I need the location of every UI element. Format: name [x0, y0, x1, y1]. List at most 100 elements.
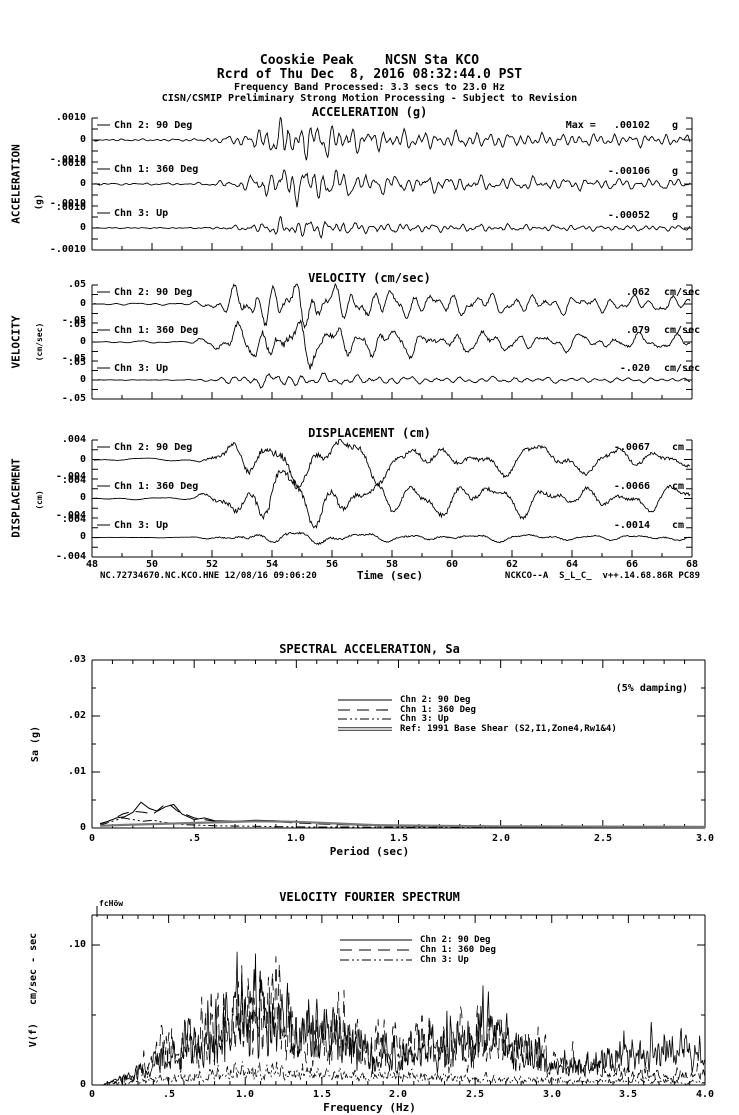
time-tick-48: 48	[85, 559, 99, 570]
disp-p1-tick-top: .004	[61, 434, 86, 445]
time-tick-52: 52	[205, 559, 219, 570]
vel-side-label: VELOCITY	[9, 315, 23, 369]
sa-ytick-0: 0	[79, 822, 86, 833]
vel-p1-tick-bottom: -.05	[61, 315, 86, 326]
disp-p3-tick-top: .004	[61, 514, 86, 525]
disp-p2-tick-zero: 0	[79, 492, 86, 503]
accel-p3-tick-zero: 0	[79, 222, 86, 233]
accel-p3-tick-top: .0010	[55, 202, 86, 213]
vel-ch2-peak: .062	[625, 287, 650, 298]
vel-ch2-unit: cm/sec	[664, 287, 701, 298]
accel-title: ACCELERATION (g)	[311, 105, 428, 119]
sa-xtick-25: 2.5	[593, 833, 613, 844]
vel-ch1-peak: .079	[625, 325, 650, 336]
fourier-legend-ch1: Chn 1: 360 Deg	[420, 945, 496, 955]
fourier-xtick-05: .5	[162, 1089, 176, 1100]
vel-p3-tick-bottom: -.05	[61, 393, 86, 404]
accel-p2-tick-zero: 0	[79, 178, 86, 189]
accel-ch3-label: Chn 3: Up	[114, 208, 169, 219]
sa-damping-note: (5% damping)	[615, 683, 688, 694]
sa-ylabel: Sa (g)	[30, 725, 41, 763]
vel-p3-tick-zero: 0	[79, 374, 86, 385]
time-tick-62: 62	[505, 559, 519, 570]
fourier-xtick-20: 2.0	[388, 1089, 408, 1100]
sa-title: SPECTRAL ACCELERATION, Sa	[279, 642, 460, 656]
fourier-corner-frequency-label: fcHöw	[99, 899, 124, 908]
accel-p1-tick-bottom: -.0010	[49, 154, 86, 165]
sa-ytick-03: .03	[67, 654, 86, 665]
sa-legend-ref: Ref: 1991 Base Shear (S2,I1,Zone4,Rw1&4)	[400, 724, 617, 734]
fourier-xtick-40: 4.0	[695, 1089, 715, 1100]
accel-ch3-peak: -.00052	[607, 210, 650, 221]
fourier-ytick-0: 0	[79, 1079, 86, 1090]
accel-p2-tick-top: .0010	[55, 158, 86, 169]
sa-ytick-01: .01	[67, 766, 86, 777]
accel-ch2-label: Chn 2: 90 Deg	[114, 120, 193, 131]
vel-p1-tick-top: .05	[67, 279, 86, 290]
disp-p1-tick-bottom: -.004	[55, 471, 86, 482]
accel-ch2-unit: g	[672, 120, 679, 131]
disp-side-label: DISPLACEMENT	[9, 458, 23, 538]
vel-ch1-unit: cm/sec	[664, 325, 701, 336]
accel-ch3-unit: g	[672, 210, 679, 221]
fourier-legend-ch2: Chn 2: 90 Deg	[420, 935, 491, 945]
time-tick-64: 64	[565, 559, 579, 570]
fourier-xtick-0: 0	[88, 1089, 96, 1100]
sa-xlabel: Period (sec)	[329, 845, 410, 858]
disp-ch2-label: Chn 2: 90 Deg	[114, 442, 193, 453]
sa-xtick-10: 1.0	[286, 833, 306, 844]
disp-ch1-unit: cm	[672, 481, 685, 492]
fourier-xtick-30: 3.0	[542, 1089, 562, 1100]
time-tick-50: 50	[145, 559, 159, 570]
disp-p3-tick-zero: 0	[79, 531, 86, 542]
disp-p1-tick-zero: 0	[79, 454, 86, 465]
disp-ch3-label: Chn 3: Up	[114, 520, 169, 531]
vel-ch3-label: Chn 3: Up	[114, 363, 169, 374]
accel-ch1-label: Chn 1: 360 Deg	[114, 164, 199, 175]
accel-p2-tick-bottom: -.0010	[49, 198, 86, 209]
accel-ch1-peak: -.00106	[607, 166, 650, 177]
disp-p3-tick-bottom: -.004	[55, 551, 86, 562]
time-tick-66: 66	[625, 559, 639, 570]
sa-legend-ch1: Chn 1: 360 Deg	[400, 705, 476, 715]
vel-p2-tick-top: .05	[67, 319, 86, 330]
sa-ytick-02: .02	[67, 710, 86, 721]
processing-code-footer: NCKCO--A S_L_C_ v++.14.68.86R PC89	[504, 571, 700, 581]
vel-title: VELOCITY (cm/sec)	[308, 271, 431, 285]
sa-xtick-15: 1.5	[389, 833, 409, 844]
fourier-xtick-10: 1.0	[235, 1089, 255, 1100]
time-tick-60: 60	[445, 559, 459, 570]
fourier-xtick-15: 1.5	[312, 1089, 332, 1100]
accel-p3-tick-bottom: -.0010	[49, 244, 86, 255]
sa-xtick-0: 0	[88, 833, 96, 844]
sa-xtick-05: .5	[187, 833, 201, 844]
fourier-ytick-10: .10	[67, 939, 86, 950]
accel-ch2-peak: Max = .00102	[565, 120, 650, 131]
disp-ch1-label: Chn 1: 360 Deg	[114, 481, 199, 492]
time-tick-56: 56	[325, 559, 339, 570]
fourier-xtick-35: 3.5	[618, 1089, 638, 1100]
disp-ch3-unit: cm	[672, 520, 685, 531]
disp-p2-tick-top: .004	[61, 475, 86, 486]
station-title: Cooskie Peak NCSN Sta KCO	[259, 53, 480, 68]
processing-note: CISN/CSMIP Preliminary Strong Motion Pro…	[161, 93, 578, 104]
time-axis-label: Time (sec)	[356, 569, 424, 582]
disp-ch2-peak: -.0067	[613, 442, 650, 453]
sa-xtick-20: 2.0	[491, 833, 511, 844]
disp-ch1-peak: -.0066	[613, 481, 650, 492]
disp-ch2-unit: cm	[672, 442, 685, 453]
fourier-xlabel: Frequency (Hz)	[323, 1101, 416, 1114]
fourier-title: VELOCITY FOURIER SPECTRUM	[279, 890, 460, 904]
disp-title: DISPLACEMENT (cm)	[308, 426, 431, 440]
vel-p2-tick-bottom: -.05	[61, 353, 86, 364]
vel-p3-tick-top: .05	[67, 357, 86, 368]
accel-side-label: ACCELERATION	[9, 144, 23, 224]
vel-ch2-label: Chn 2: 90 Deg	[114, 287, 193, 298]
accel-ch1-unit: g	[672, 166, 679, 177]
disp-ch3-peak: -.0014	[613, 520, 650, 531]
record-id-footer: NC.72734670.NC.KCO.HNE 12/08/16 09:06:20	[100, 571, 317, 581]
vel-ch3-unit: cm/sec	[664, 363, 701, 374]
record-datetime: Rcrd of Thu Dec 8, 2016 08:32:44.0 PST	[216, 67, 523, 82]
